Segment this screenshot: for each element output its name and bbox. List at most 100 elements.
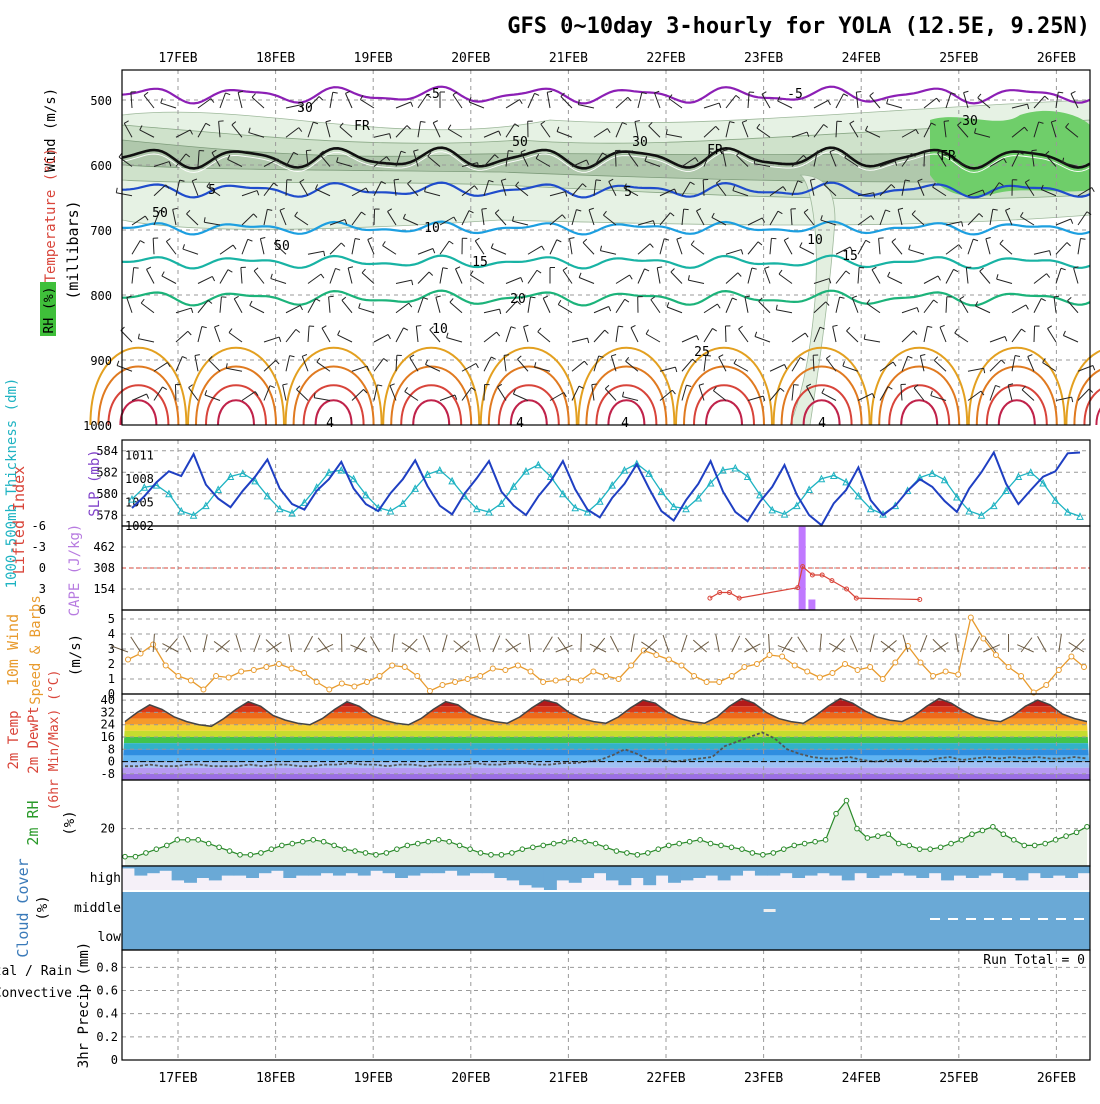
wind-barb-flag [917, 308, 919, 313]
wind-barb-flag [500, 309, 501, 314]
wind-barb [271, 279, 286, 284]
wind-barb-flag [388, 334, 390, 338]
wind-barb-flag [229, 329, 232, 333]
wind-barb [153, 238, 154, 254]
rh-point [426, 839, 431, 844]
cloud-high-bar [618, 866, 631, 885]
contour-label: -5 [787, 87, 803, 102]
precip-convective-label: Convective [0, 986, 72, 1001]
wind-barb [513, 394, 528, 401]
wind-barb [195, 356, 198, 372]
wind-barb-flag [611, 354, 616, 355]
wind-barb [308, 251, 324, 254]
wind-barb [726, 273, 738, 284]
cloud-high-bar [755, 866, 768, 876]
cloud-level-label: low [98, 930, 122, 945]
wind-barb [660, 367, 675, 371]
wind-barb-10m [693, 640, 706, 652]
rh-point [907, 843, 912, 848]
rh-point [823, 838, 828, 843]
wind-barb-flag [117, 361, 119, 366]
wind-barb [1012, 305, 1026, 313]
wind-barb [887, 104, 902, 108]
warm-contour [999, 400, 1035, 425]
cloud-high-bar [345, 866, 358, 873]
wind-barb [990, 337, 1005, 342]
wind-barb-10m [745, 638, 757, 652]
warm-contour [684, 367, 764, 426]
wind-barb [638, 269, 645, 284]
warm-contour [706, 400, 742, 425]
rh-point [290, 841, 295, 846]
wind-barb-flag [191, 308, 192, 313]
rh-point [970, 832, 975, 837]
wind-barb [506, 278, 521, 284]
wind-speed-point [264, 665, 269, 670]
wind-barb [198, 326, 202, 342]
wind-barb-flag [605, 330, 609, 333]
wind-barb [691, 245, 704, 255]
wind-barb-flag [980, 268, 984, 271]
wind-barb [528, 246, 542, 254]
temp-color-band [122, 725, 1090, 731]
wind-barb-flag [677, 237, 682, 239]
wind-barb [1054, 297, 1056, 313]
cloud-high-bar [321, 866, 334, 873]
wind-barb-flag [448, 125, 451, 129]
wind-barb-flag [973, 239, 978, 241]
temp-color-band [122, 749, 1090, 755]
wind-barb [286, 356, 290, 372]
lifted-index-line [710, 567, 920, 600]
wind-barb-10m [166, 638, 178, 652]
wind-barb [550, 240, 557, 255]
wind-barb [631, 328, 638, 342]
rh-point [541, 843, 546, 848]
wind-speed-point [440, 683, 445, 688]
wind-speed-point [578, 678, 583, 683]
wind-barb-10m [744, 644, 760, 652]
wind-barb [1043, 363, 1056, 372]
cloud-high-bar [283, 866, 296, 878]
wind-barb-flag [416, 326, 421, 327]
li-tick: 0 [39, 561, 46, 575]
rh-point [708, 841, 713, 846]
warm-contour [879, 367, 959, 426]
cloud-high-bar [631, 866, 644, 878]
warm-contour [987, 385, 1047, 425]
wind-barb [450, 302, 462, 312]
wind-barb [616, 97, 628, 108]
wind-barb-10m [732, 636, 740, 652]
wind-barb-flag [805, 333, 808, 337]
wind-barb [688, 280, 704, 283]
wind-speed-point [327, 687, 332, 692]
wind-barb [1034, 251, 1050, 255]
wind-barb-10m [1021, 638, 1032, 652]
wind-barb-flag [321, 274, 324, 278]
wind-barb-flag [433, 249, 435, 254]
wind-barb-10m [318, 638, 329, 652]
wind-speed-point [553, 678, 558, 683]
wind-speed-point [377, 674, 382, 679]
wind-barb [254, 271, 264, 284]
wind-barb-flag [646, 330, 649, 334]
wind-barb [833, 326, 836, 342]
wind-barb [713, 391, 726, 401]
rh-point [238, 852, 243, 857]
wind-barb [141, 303, 154, 313]
wind-speed-point [1006, 665, 1011, 670]
wind-barb-flag [411, 102, 413, 107]
rh-point [886, 832, 891, 837]
wind-barb-flag [887, 99, 888, 104]
wind-barb [528, 93, 535, 108]
cloud-high-bar [395, 866, 408, 878]
wind-barb [924, 276, 938, 284]
legend-rh-label: RH (%) [42, 287, 57, 334]
wind-barb-flag [296, 386, 299, 390]
wind-speed-point [490, 666, 495, 671]
wind-barb-10m [971, 636, 980, 652]
wind-barb-flag [362, 269, 365, 273]
wind-barb-flag [341, 243, 345, 247]
rh-point [677, 841, 682, 846]
date-label-top: 25FEB [939, 51, 978, 66]
date-label-top: 17FEB [158, 51, 197, 66]
